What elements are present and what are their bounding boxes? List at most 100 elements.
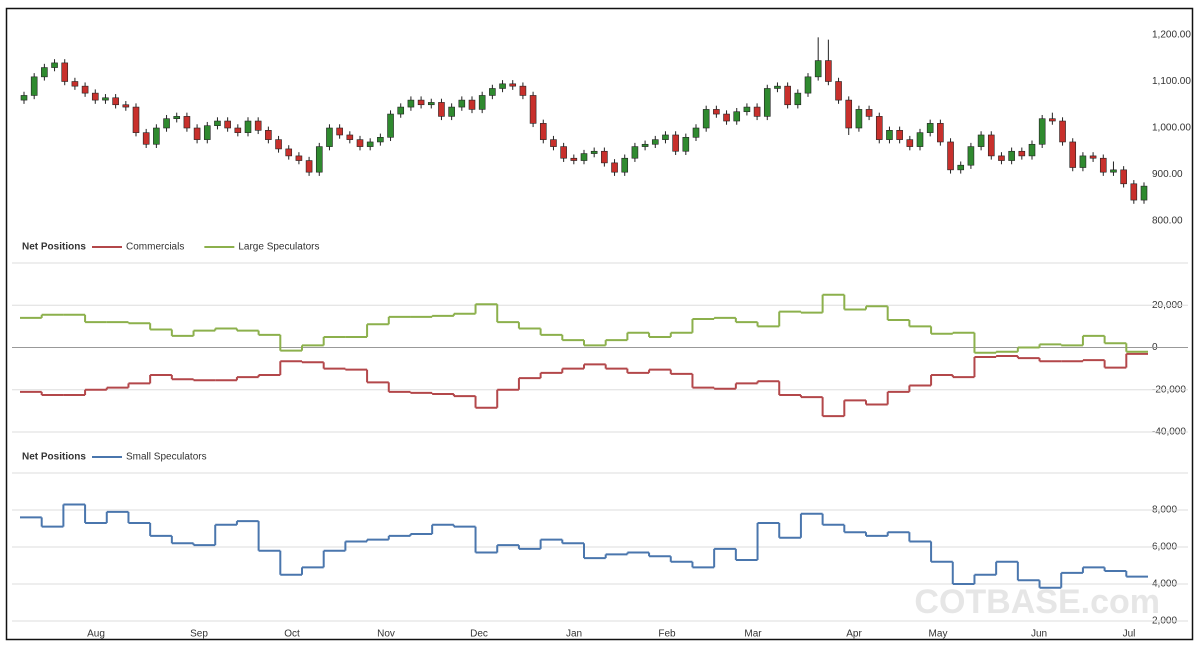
candle-body [651, 139, 659, 145]
candle-body [71, 81, 79, 87]
candle-body [804, 76, 812, 94]
candle-body [1038, 118, 1046, 145]
candle-body [733, 111, 741, 122]
watermark: COTBASE.com [914, 583, 1160, 621]
candle-body [30, 76, 38, 96]
legend-label: Large Speculators [238, 242, 319, 253]
candle-body [662, 134, 669, 140]
candle-body [397, 106, 405, 115]
candle-body [580, 153, 588, 161]
candle-body [1069, 141, 1077, 168]
candle-body [1028, 143, 1036, 157]
candle-body [926, 123, 934, 133]
candle-body [122, 104, 130, 108]
candle-body [998, 155, 1005, 161]
candle-body [244, 120, 252, 133]
candle-body [937, 123, 944, 143]
candle-body [601, 150, 608, 164]
candle-body [265, 130, 272, 140]
candle-body [112, 97, 119, 106]
candle-body [1008, 150, 1015, 161]
legend-label: Commercials [126, 242, 184, 253]
candle-body [835, 81, 842, 101]
candle-body [102, 97, 109, 101]
candle-body [641, 143, 649, 147]
candle-body [499, 83, 506, 89]
candle-body [906, 139, 914, 147]
candle-body [427, 102, 435, 106]
candle-body [611, 162, 618, 173]
candle-body [1110, 169, 1117, 173]
candle-body [203, 125, 211, 140]
candle-body [448, 106, 455, 117]
candle-body [285, 148, 293, 157]
candle-body [947, 141, 954, 171]
candle-body [275, 139, 282, 150]
x-tick-label: Sep [190, 629, 208, 640]
candle-body [417, 99, 425, 106]
x-tick-label: Apr [846, 629, 862, 640]
candle-body [387, 113, 394, 138]
candle-body [163, 118, 170, 129]
candle-body [438, 102, 445, 117]
x-tick-label: Jan [566, 629, 582, 640]
candle-body [468, 99, 476, 110]
candle-body [560, 146, 567, 159]
candle-body [214, 120, 221, 126]
legend-title: Net Positions [22, 452, 86, 463]
candle-body [590, 150, 598, 154]
candle-body [916, 132, 924, 147]
candle-body [346, 134, 354, 140]
candle-body [336, 127, 343, 136]
frame [5, 7, 1194, 641]
candle-body [763, 88, 771, 117]
candle-body [1059, 120, 1066, 143]
candle-body [987, 134, 995, 157]
candle-body [305, 160, 313, 173]
candle-body [621, 157, 629, 173]
candle-body [91, 92, 99, 101]
candle-body [509, 83, 517, 87]
candle-body [692, 127, 700, 138]
candle-body [713, 109, 720, 115]
candle-body [977, 134, 985, 147]
x-tick-label: May [929, 629, 948, 640]
candle-body [774, 85, 781, 89]
candle-body [855, 109, 863, 129]
candle-body [61, 62, 69, 82]
candle-body [407, 99, 415, 108]
candle-body [193, 127, 201, 140]
candle-body [1099, 157, 1107, 173]
candle-body [886, 130, 893, 140]
candle-body [825, 60, 832, 82]
x-tick-label: Mar [744, 629, 762, 640]
candle-body [814, 60, 822, 78]
legend-title: Net Positions [22, 242, 86, 253]
candle-body [153, 127, 160, 145]
x-tick-label: Nov [377, 629, 395, 640]
y-tick-label: 900.00 [1152, 169, 1183, 180]
candle-body [570, 157, 578, 161]
x-tick-label: Feb [658, 629, 676, 640]
candle-body [794, 92, 802, 106]
y-tick-label: 800.00 [1152, 216, 1183, 227]
candle-body [224, 120, 231, 129]
y-tick-label: 1,200.00 [1152, 30, 1191, 41]
candle-body [81, 85, 89, 94]
candle-body [1079, 155, 1087, 168]
candle-body [957, 164, 965, 171]
candle-body [529, 95, 537, 124]
candle-body [366, 141, 374, 147]
candle-body [967, 146, 975, 166]
candle-body [458, 99, 466, 108]
candle-body [234, 127, 242, 133]
candle-body [254, 120, 262, 131]
candle-body [326, 127, 333, 147]
x-tick-label: Jul [1123, 629, 1136, 640]
candle-body [539, 123, 547, 140]
candle-body [478, 95, 486, 110]
candle-body [132, 106, 140, 133]
candle-body [723, 113, 730, 122]
